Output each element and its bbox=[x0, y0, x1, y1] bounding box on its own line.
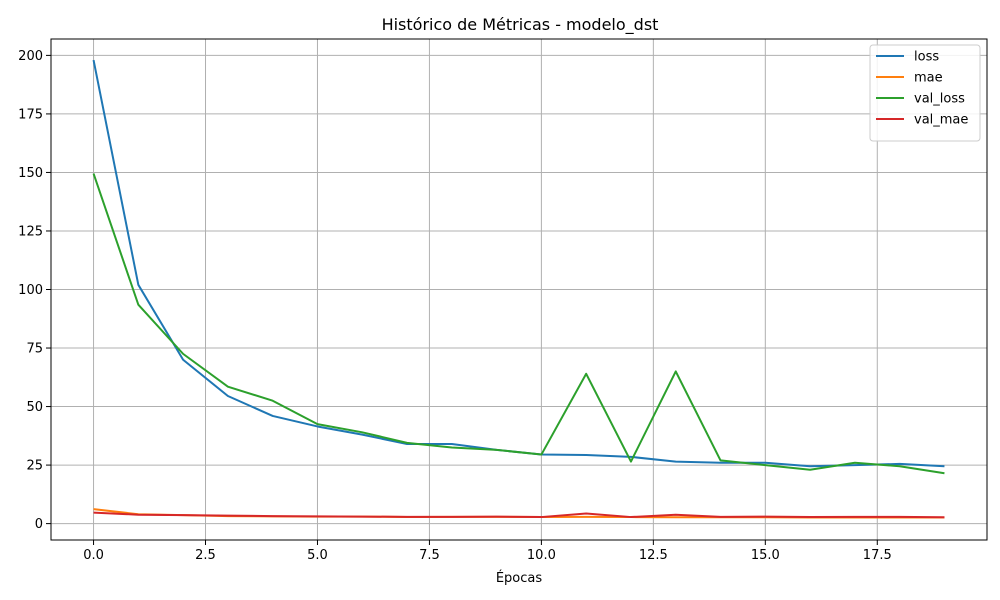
y-tick-label: 175 bbox=[18, 107, 43, 122]
legend-label: loss bbox=[914, 50, 939, 65]
y-tick-label: 25 bbox=[26, 459, 43, 474]
y-tick-label: 125 bbox=[18, 224, 43, 239]
series-layer bbox=[92, 59, 945, 519]
x-tick-label: 0.0 bbox=[83, 548, 104, 563]
legend-box bbox=[869, 44, 981, 142]
y-tick-label: 100 bbox=[18, 283, 43, 298]
y-tick-label: 0 bbox=[35, 517, 43, 532]
legend-label: mae bbox=[914, 71, 943, 86]
x-tick-label: 5.0 bbox=[307, 548, 328, 563]
legend-label: val_mae bbox=[914, 113, 968, 128]
x-axis: 0.0 2.5 5.0 7.5 10.0 12.5 15.0 17.5 bbox=[83, 540, 892, 563]
x-tick-label: 12.5 bbox=[639, 548, 668, 563]
y-tick-label: 75 bbox=[26, 342, 43, 357]
x-tick-label: 2.5 bbox=[195, 548, 216, 563]
grid bbox=[51, 39, 987, 540]
y-tick-label: 150 bbox=[18, 166, 43, 181]
legend-label: val_loss bbox=[914, 92, 965, 107]
x-axis-label: Épocas bbox=[496, 570, 543, 586]
x-tick-label: 10.0 bbox=[527, 548, 556, 563]
y-axis: 0 25 50 75 100 125 150 175 200 bbox=[18, 49, 51, 532]
series-line-val-mae bbox=[93, 511, 945, 519]
x-tick-label: 17.5 bbox=[863, 548, 892, 563]
x-tick-label: 7.5 bbox=[419, 548, 440, 563]
series-line-val-loss bbox=[92, 173, 945, 475]
chart-title: Histórico de Métricas - modelo_dst bbox=[382, 15, 659, 35]
legend: loss mae val_loss val_mae bbox=[869, 44, 981, 142]
x-tick-label: 15.0 bbox=[751, 548, 780, 563]
y-tick-label: 50 bbox=[26, 400, 43, 415]
y-tick-label: 200 bbox=[18, 49, 43, 64]
